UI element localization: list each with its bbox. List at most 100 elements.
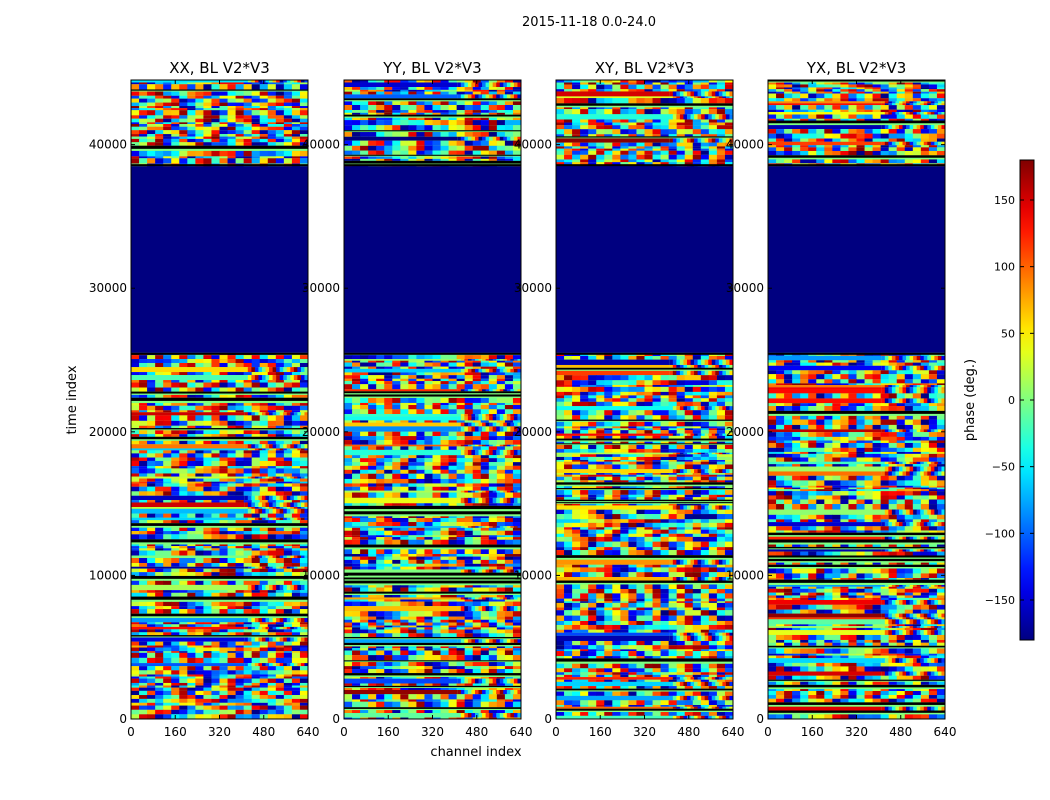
phase-cell [171,405,180,411]
phase-cell [499,82,504,88]
phase-cell [283,430,293,435]
phase-cell [279,508,284,514]
phase-cell [267,106,277,109]
phase-cell [432,483,442,487]
phase-cell [269,476,274,479]
phase-cell [187,491,196,496]
phase-cell [283,495,288,501]
phase-cell [456,563,466,567]
phase-cell [283,444,288,449]
phase-cell [376,701,385,708]
phase-cell [283,359,293,363]
phase-cell [464,713,469,718]
phase-cell [243,410,253,413]
phase-cell [456,517,466,523]
phase-cell [360,566,369,570]
phase-cell [474,444,480,447]
phase-cell [195,606,204,610]
phase-cell [384,554,393,557]
phase-cell [408,527,417,531]
phase-cell [352,458,361,463]
phase-cell [195,138,204,143]
phase-cell [352,397,361,403]
phase-cell [283,158,293,164]
phase-cell [219,98,229,103]
phase-cell [283,572,293,576]
phase-cell [464,486,474,491]
phase-cell [344,492,353,498]
phase-cell [275,558,285,564]
phase-cell [163,520,172,524]
phase-cell [513,359,518,361]
phase-cell [254,80,259,83]
phase-cell [464,677,474,679]
phase-cell [155,674,164,677]
phase-cell [227,134,237,137]
phase-cell [344,694,353,700]
phase-cell [376,611,385,617]
phase-cell [203,714,212,719]
phase-cell [219,124,229,127]
phase-cell [416,110,425,113]
phase-cell [297,517,302,521]
phase-cell [448,125,458,131]
phase-cell [290,618,295,623]
phase-cell [227,158,237,164]
phase-cell [171,473,180,477]
phase-cell [244,566,249,569]
phase-cell [131,652,140,658]
phase-cell [376,677,385,679]
phase-cell [432,362,442,367]
phase-cell [344,522,353,527]
phase-cell [457,526,462,528]
phase-cell [291,690,301,696]
phase-cell [267,606,277,610]
phase-cell [344,455,353,459]
phase-cell [275,425,285,429]
phase-cell [489,426,494,432]
phase-cell [424,458,433,463]
phase-cell [139,651,148,653]
phase-cell [147,415,156,421]
phase-cell [376,156,385,159]
phase-cell [400,80,409,83]
phase-cell [344,595,353,598]
phase-cell [258,476,263,479]
phase-cell [368,104,377,111]
phase-cell [464,422,469,427]
phase-cell [131,468,140,474]
phase-cell [290,367,295,373]
phase-cell [432,648,442,651]
phase-cell [440,625,450,628]
phase-cell [195,124,204,127]
phase-cell [489,368,494,373]
phase-cell [276,508,281,514]
gap-row [344,577,521,580]
phase-cell [496,701,506,708]
phase-cell [510,368,515,373]
phase-cell [265,367,270,373]
phase-cell [275,592,285,597]
phase-cell [283,367,288,373]
phase-cell [440,492,450,498]
phase-cell [187,513,196,518]
phase-cell [440,375,450,379]
phase-cell [219,629,229,633]
phase-cell [243,651,253,653]
phase-cell [360,89,369,92]
phase-cell [291,415,301,421]
phase-cell [219,682,229,686]
phase-cell [283,156,293,159]
phase-cell [384,535,393,538]
phase-cell [416,397,425,403]
phase-cell [464,549,474,555]
phase-cell [408,619,417,623]
phase-cell [392,462,401,466]
phase-cell [510,713,515,718]
phase-cell [432,366,442,369]
phase-cell [147,102,156,107]
phase-cell [195,544,204,547]
phase-cell [488,627,498,630]
phase-cell [244,584,249,591]
phase-cell [163,624,172,627]
